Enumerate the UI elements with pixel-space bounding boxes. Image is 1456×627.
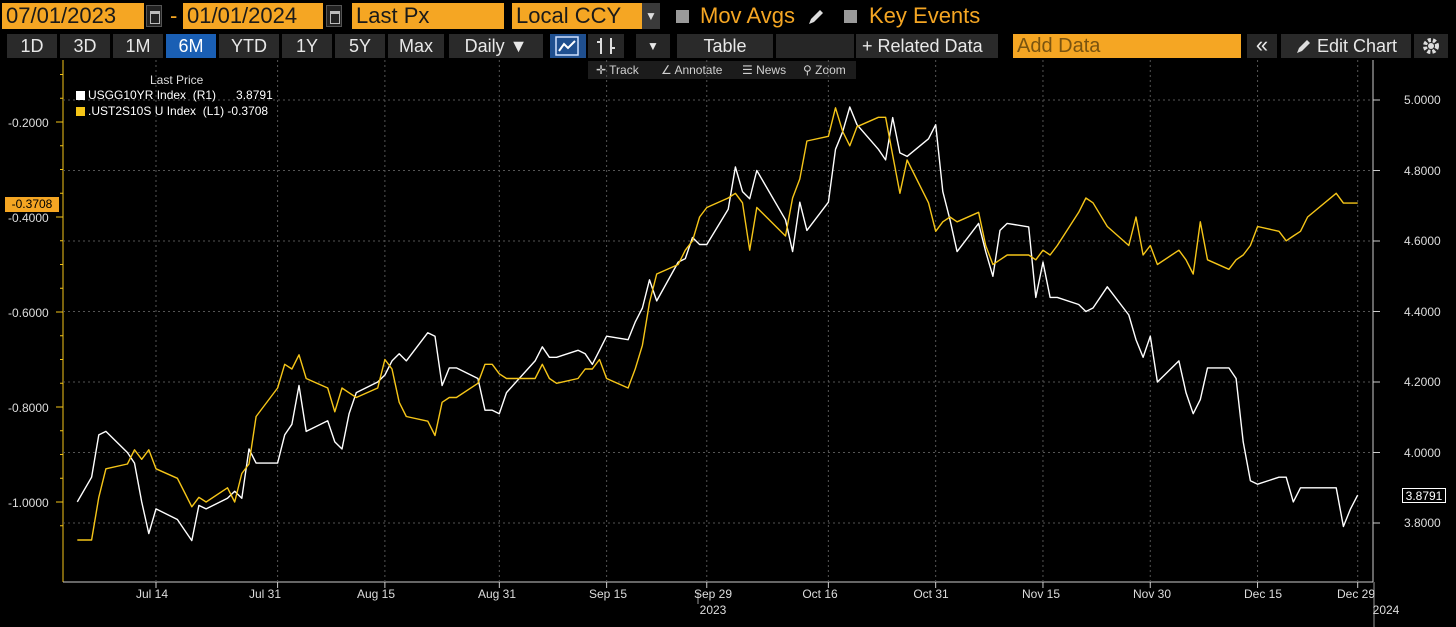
chart-subtoolbar — [588, 61, 856, 79]
series-line-usgg10yr — [76, 106, 1359, 542]
magnifier-icon: ⚲ — [803, 63, 816, 77]
legend-entry-ust2s10s[interactable]: .UST2S10S U Index (L1) -0.3708 — [76, 104, 268, 118]
x-tick: Aug 15 — [356, 587, 396, 601]
mov-avgs-label[interactable]: Mov Avgs — [700, 3, 795, 28]
track-tool[interactable]: ✛ Track — [596, 63, 639, 77]
year-label: 2024 — [1372, 603, 1400, 617]
edit-chart-label: Edit Chart — [1316, 36, 1398, 56]
x-tick: Sep 15 — [588, 587, 628, 601]
crosshair-icon: ✛ — [596, 63, 610, 77]
calendar-icon[interactable] — [326, 5, 342, 27]
x-tick: Oct 16 — [802, 587, 838, 601]
y-left-tick: -1.0000 — [8, 496, 49, 510]
range-3d-button[interactable]: 3D — [60, 34, 110, 58]
range-5y-button[interactable]: 5Y — [335, 34, 385, 58]
x-tick: Sep 29 — [693, 587, 733, 601]
legend-swatch — [76, 107, 85, 116]
x-tick: Jul 14 — [135, 587, 169, 601]
y-left-tick: -0.2000 — [8, 116, 49, 130]
add-data-input[interactable]: Add Data — [1013, 34, 1241, 58]
table-button[interactable]: Table — [677, 34, 773, 58]
bar-chart-icon[interactable] — [588, 34, 624, 58]
range-1y-button[interactable]: 1Y — [282, 34, 332, 58]
empty-slot — [776, 34, 854, 58]
field-select[interactable]: Last Px — [352, 3, 504, 29]
chart-type-dropdown-icon[interactable]: ▼ — [636, 34, 670, 58]
x-tick: Nov 15 — [1021, 587, 1061, 601]
year-label: 2023 — [699, 603, 727, 617]
y-right-tick: 4.4000 — [1404, 305, 1441, 319]
y-right-tick: 4.6000 — [1404, 234, 1441, 248]
date-separator: - — [170, 3, 178, 28]
calendar-icon[interactable] — [146, 5, 162, 27]
pen-icon: ∠ — [661, 63, 675, 77]
x-tick: Aug 31 — [477, 587, 517, 601]
line-chart[interactable] — [0, 60, 1456, 627]
y-right-tick: 5.0000 — [1404, 93, 1441, 107]
currency-select[interactable]: Local CCY — [512, 3, 642, 29]
key-events-checkbox[interactable] — [844, 10, 857, 23]
top-toolbar: 07/01/2023 - 01/01/2024 Last Px Local CC… — [0, 0, 1456, 32]
news-tool[interactable]: ☰ News — [742, 63, 787, 77]
y-left-tick: -0.6000 — [8, 306, 49, 320]
y-right-tick: 4.0000 — [1404, 446, 1441, 460]
legend-swatch — [76, 91, 85, 100]
line-chart-icon[interactable] — [550, 34, 586, 58]
range-1d-button[interactable]: 1D — [7, 34, 57, 58]
related-data-button[interactable]: + Related Data — [856, 34, 998, 58]
range-6m-button[interactable]: 6M — [166, 34, 216, 58]
range-1m-button[interactable]: 1M — [113, 34, 163, 58]
chevron-down-icon[interactable]: ▼ — [642, 3, 660, 29]
x-tick: Dec 15 — [1243, 587, 1283, 601]
zoom-tool[interactable]: ⚲ Zoom — [803, 63, 846, 77]
mov-avgs-checkbox[interactable] — [676, 10, 689, 23]
y-right-tick: 3.8000 — [1404, 516, 1441, 530]
y-left-tick: -0.8000 — [8, 401, 49, 415]
end-date-input[interactable]: 01/01/2024 — [183, 3, 323, 29]
news-icon: ☰ — [742, 63, 757, 77]
start-date-input[interactable]: 07/01/2023 — [2, 3, 144, 29]
x-tick: Nov 30 — [1132, 587, 1172, 601]
legend-title: Last Price — [150, 73, 204, 87]
annotate-tool[interactable]: ∠ Annotate — [661, 63, 723, 77]
y-right-tick: 4.8000 — [1404, 164, 1441, 178]
last-value-tag-left: -0.3708 — [5, 197, 59, 212]
range-ytd-button[interactable]: YTD — [219, 34, 279, 58]
collapse-icon[interactable]: « — [1247, 34, 1277, 58]
range-max-button[interactable]: Max — [388, 34, 444, 58]
x-tick: Jul 31 — [248, 587, 282, 601]
series-line-ust2s10s — [77, 107, 1358, 541]
x-tick: Oct 31 — [913, 587, 949, 601]
legend-entry-usgg10yr[interactable]: USGG10YR Index (R1) 3.8791 — [76, 88, 273, 102]
last-value-tag-right: 3.8791 — [1402, 488, 1446, 503]
edit-chart-button[interactable]: Edit Chart — [1281, 34, 1411, 58]
pencil-icon[interactable] — [805, 6, 827, 28]
y-right-tick: 4.2000 — [1404, 375, 1441, 389]
y-left-tick: -0.4000 — [8, 211, 49, 225]
periodicity-select[interactable]: Daily ▼ — [449, 34, 543, 58]
key-events-label[interactable]: Key Events — [869, 3, 981, 28]
gear-icon[interactable] — [1414, 34, 1448, 58]
x-tick: Dec 29 — [1336, 587, 1376, 601]
